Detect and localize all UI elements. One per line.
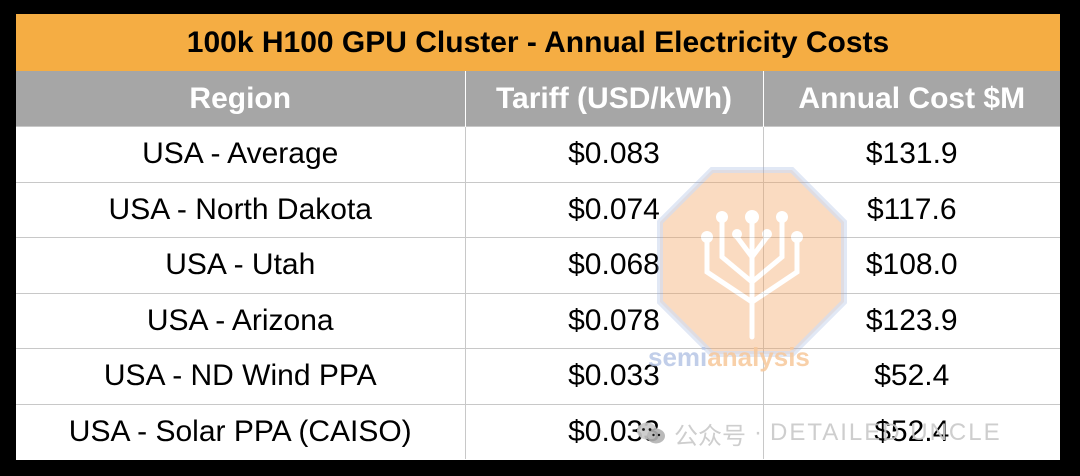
region-cell: USA - Utah [16,237,466,294]
column-header-region: Region [16,71,466,127]
table-row: USA - Arizona $0.078 $123.9 [16,292,1060,349]
region-cell: USA - Solar PPA (CAISO) [16,403,466,459]
annual-cost-cell: $52.4 [762,348,1060,405]
table-row: USA - North Dakota $0.074 $117.6 [16,181,1060,238]
region-cell: USA - Arizona [16,292,466,349]
tariff-cell: $0.033 [464,403,764,459]
table-title: 100k H100 GPU Cluster - Annual Electrici… [16,14,1060,71]
annual-cost-cell: $123.9 [762,292,1060,349]
tariff-cell: $0.078 [464,292,764,349]
table-frame: 100k H100 GPU Cluster - Annual Electrici… [16,14,1060,460]
annual-cost-cell: $117.6 [762,181,1060,238]
table-row: USA - Solar PPA (CAISO) $0.033 $52.4 [16,403,1060,459]
column-header-tariff: Tariff (USD/kWh) [464,71,764,127]
table-row: USA - ND Wind PPA $0.033 $52.4 [16,348,1060,405]
tariff-cell: $0.083 [464,126,764,183]
region-cell: USA - North Dakota [16,181,466,238]
annual-cost-cell: $108.0 [762,237,1060,294]
region-cell: USA - ND Wind PPA [16,348,466,405]
table-row: USA - Average $0.083 $131.9 [16,126,1060,183]
header-row: Region Tariff (USD/kWh) Annual Cost $M [16,71,1060,127]
table-row: USA - Utah $0.068 $108.0 [16,237,1060,294]
electricity-cost-table: Region Tariff (USD/kWh) Annual Cost $M U… [16,71,1060,459]
annual-cost-cell: $131.9 [762,126,1060,183]
tariff-cell: $0.074 [464,181,764,238]
column-header-annual-cost: Annual Cost $M [762,71,1060,127]
tariff-cell: $0.068 [464,237,764,294]
tariff-cell: $0.033 [464,348,764,405]
region-cell: USA - Average [16,126,466,183]
annual-cost-cell: $52.4 [762,403,1060,459]
